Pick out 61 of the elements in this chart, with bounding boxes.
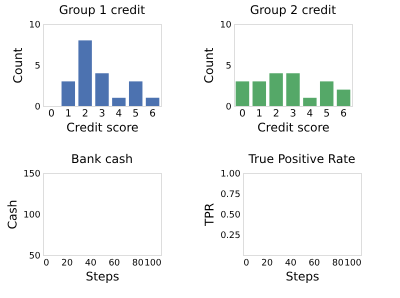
x-tick-label: 100 <box>144 258 162 268</box>
bar <box>62 81 76 106</box>
x-tick-label: 40 <box>284 258 297 268</box>
x-tick-label: 60 <box>108 258 120 268</box>
x-tick-label: 20 <box>261 258 274 268</box>
chart-title: True Positive Rate <box>248 152 356 166</box>
y-axis-title: Cash <box>5 200 20 230</box>
chart-title: Group 2 credit <box>250 3 336 17</box>
x-tick-label: 0 <box>244 258 250 268</box>
x-tick-label: 3 <box>98 108 106 120</box>
bar <box>95 73 109 106</box>
y-tick-label: 5 <box>34 62 40 72</box>
x-tick-label: 5 <box>132 108 139 120</box>
x-axis-title: Credit score <box>257 120 330 134</box>
y-tick-label: 0.75 <box>220 190 240 200</box>
bar <box>303 98 317 106</box>
x-tick-label: 1 <box>65 108 72 120</box>
x-tick-label: 2 <box>272 108 280 120</box>
x-tick-label: 20 <box>61 258 74 268</box>
x-tick-label: 100 <box>344 258 362 268</box>
y-tick-label: 1.00 <box>220 170 241 180</box>
y-tick-label: 10 <box>220 20 232 30</box>
x-tick-label: 4 <box>116 108 122 120</box>
y-tick-label: 0.25 <box>220 231 240 241</box>
bar <box>320 81 334 106</box>
x-axis-title: Credit score <box>66 120 139 134</box>
x-tick-label: 0 <box>48 108 55 120</box>
x-tick-label: 60 <box>308 258 320 268</box>
x-tick-label: 0 <box>44 258 50 268</box>
bar <box>128 81 142 106</box>
x-tick-label: 5 <box>324 108 330 120</box>
bar <box>269 73 283 106</box>
x-tick-label: 40 <box>84 258 97 268</box>
x-tick-label: 80 <box>132 258 144 268</box>
y-tick-label: 5 <box>226 62 232 72</box>
chart-title: Bank cash <box>71 152 133 166</box>
chart-title: Group 1 credit <box>58 3 146 17</box>
x-tick-label: 80 <box>332 258 344 268</box>
bar <box>112 98 126 106</box>
bar <box>336 90 350 106</box>
x-tick-label: 2 <box>82 108 88 120</box>
y-tick-label: 10 <box>29 20 41 30</box>
y-axis-title: TPR <box>202 203 216 227</box>
x-tick-label: 3 <box>290 108 296 120</box>
y-tick-label: 50 <box>29 252 41 262</box>
bar <box>252 81 266 106</box>
x-axis-title: Steps <box>286 270 320 284</box>
bar <box>78 40 92 106</box>
y-tick-label: 100 <box>23 210 41 220</box>
x-axis-title: Steps <box>86 270 120 284</box>
x-tick-label: 4 <box>306 108 314 120</box>
y-tick-label: 0.50 <box>220 210 241 220</box>
bar <box>236 81 250 106</box>
x-tick-label: 1 <box>256 108 262 120</box>
y-axis-title: Count <box>202 47 216 84</box>
x-tick-label: 6 <box>340 108 347 120</box>
y-tick-label: 150 <box>23 170 41 180</box>
bar <box>146 98 160 106</box>
bar <box>286 73 300 106</box>
x-tick-label: 6 <box>149 108 156 120</box>
y-axis-title: Count <box>11 47 26 84</box>
